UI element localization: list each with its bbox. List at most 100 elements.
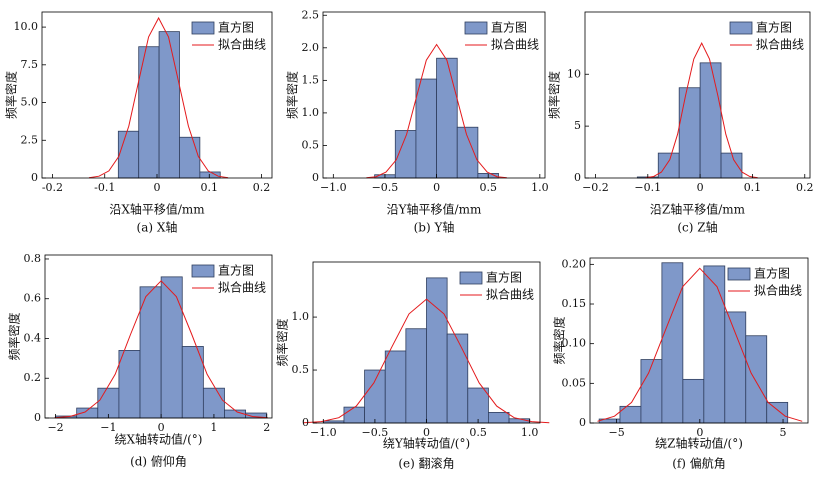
x-axis-label: 绕Z轴转动值/(°) (655, 436, 743, 451)
y-tick-label: 10 (567, 67, 581, 80)
y-tick-label: 0 (31, 171, 38, 184)
legend-swatch (459, 271, 483, 285)
x-tick-label: 1.0 (531, 181, 549, 194)
y-tick-label: 0.2 (24, 371, 42, 384)
fit-curve (366, 43, 507, 179)
y-tick-label: 2.5 (21, 133, 39, 146)
histogram-bar (426, 277, 448, 424)
y-tick-label: 0.20 (562, 257, 587, 270)
caption: (e) 翻滚角 (398, 456, 454, 471)
x-tick-label: 0 (423, 426, 430, 439)
x-tick-label: 2 (263, 421, 270, 434)
legend-swatch (191, 264, 215, 278)
x-tick-label: -0.2 (42, 181, 63, 194)
y-tick-label: 10.0 (14, 20, 39, 33)
y-tick-label: 1.5 (302, 73, 320, 86)
legend-label: 拟合曲线 (218, 37, 266, 52)
x-tick-label: −0.5 (362, 426, 389, 439)
fit-curve (303, 298, 550, 424)
histogram-bar (678, 87, 701, 179)
y-tick-label: 0.5 (302, 138, 320, 151)
x-tick-label: 0.5 (479, 181, 497, 194)
histogram-bar (117, 130, 140, 179)
axes-frame (44, 254, 273, 419)
histogram-bar (118, 350, 141, 419)
x-tick-label: 1 (210, 421, 217, 434)
histogram-bar (657, 152, 680, 179)
histogram-bar (139, 286, 162, 419)
y-tick-label: 5.0 (21, 96, 39, 109)
x-axis-label: 沿Y轴平移值/mm (387, 202, 482, 217)
axes-frame (584, 11, 811, 179)
histogram-bar (97, 387, 120, 419)
legend-swatch (727, 267, 751, 281)
fit-curve (88, 16, 229, 179)
y-axis-label: 频率密度 (552, 316, 567, 364)
legend-label: 直方图 (218, 263, 254, 278)
x-tick-label: 0.2 (796, 181, 814, 194)
fit-curve (645, 41, 758, 179)
histogram-bar (343, 406, 365, 424)
y-tick-label: 7.5 (21, 58, 39, 71)
caption: (d) 俯仰角 (130, 454, 187, 469)
legend-swatch (191, 21, 215, 35)
histogram-bar (699, 62, 722, 179)
histogram-bar (682, 378, 705, 424)
x-tick-label: −1.0 (310, 426, 337, 439)
y-tick-label: 0.4 (24, 331, 42, 344)
y-tick-label: 0 (574, 171, 581, 184)
x-tick-label: −2 (47, 421, 63, 434)
x-tick-label: 0 (154, 181, 161, 194)
histogram-bar (199, 171, 221, 179)
x-tick-label: 0 (433, 181, 440, 194)
histogram-bar (405, 328, 427, 424)
legend-label: 直方图 (756, 20, 792, 35)
y-tick-label: 2.5 (302, 8, 320, 21)
caption: (f) 偏航角 (672, 456, 726, 471)
y-tick-label: 0 (34, 411, 41, 424)
x-tick-label: 5 (780, 426, 787, 439)
histogram-bar (766, 401, 789, 424)
caption: (a) X轴 (137, 220, 178, 235)
x-tick-label: −0.2 (582, 181, 609, 194)
y-tick-label: 5 (574, 119, 581, 132)
y-tick-label: 0.10 (562, 337, 587, 350)
x-tick-label: −1 (100, 421, 116, 434)
legend-label: 拟合曲线 (486, 287, 534, 302)
x-tick-label: -0.1 (94, 181, 115, 194)
legend-label: 拟合曲线 (756, 37, 804, 52)
histogram-bar (179, 136, 201, 179)
y-tick-label: 2.0 (302, 41, 320, 54)
y-tick-label: 1.0 (302, 106, 320, 119)
axes-frame (589, 257, 809, 424)
x-axis-label: 绕X轴转动值/(°) (115, 432, 203, 447)
x-tick-label: 0.1 (201, 181, 219, 194)
histogram-bar (415, 78, 437, 179)
legend-label: 拟合曲线 (754, 283, 802, 298)
x-tick-label: −1.0 (320, 181, 347, 194)
legend-label: 直方图 (491, 20, 527, 35)
histogram-bar (202, 387, 225, 419)
legend-swatch (464, 21, 488, 35)
y-axis-label: 频率密度 (285, 71, 300, 119)
histogram-bar (160, 276, 183, 419)
x-tick-label: 0 (697, 181, 704, 194)
histogram-bar (158, 31, 180, 179)
histogram-bar (364, 369, 386, 424)
y-tick-label: 1.0 (292, 310, 310, 323)
histogram-bar (703, 265, 726, 424)
legend-label: 直方图 (218, 20, 254, 35)
legend-swatch (729, 21, 753, 35)
histogram-bar (488, 412, 510, 424)
x-tick-label: −5 (609, 426, 625, 439)
histogram-bar (661, 262, 684, 424)
y-tick-label: 0.15 (562, 297, 587, 310)
histogram-bar (384, 350, 407, 424)
legend-label: 直方图 (486, 270, 522, 285)
fit-curve (597, 267, 803, 422)
caption: (c) Z轴 (677, 220, 717, 235)
y-tick-label: 0 (302, 416, 309, 429)
fit-curve (54, 280, 268, 419)
y-tick-label: 0 (312, 171, 319, 184)
histogram-bar (436, 57, 458, 179)
